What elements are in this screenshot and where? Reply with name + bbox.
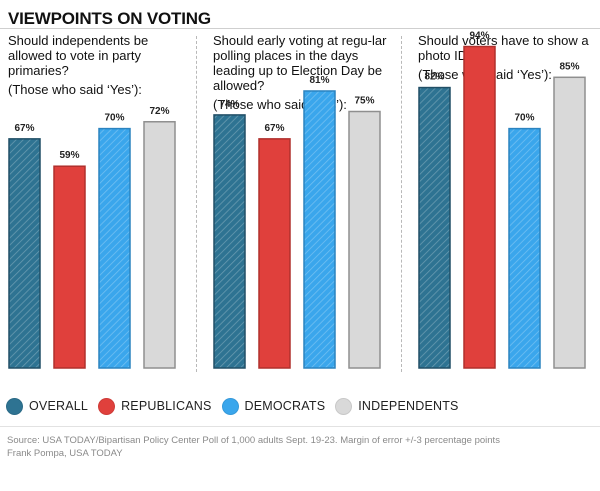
- bar-value-label: 85%: [559, 61, 579, 72]
- bar-overall: [8, 138, 41, 369]
- source-text: Source: USA TODAY/Bipartisan Policy Cent…: [7, 435, 500, 446]
- legend-item-overall: OVERALL: [6, 397, 89, 415]
- bar-democrats: [303, 90, 336, 369]
- bar-chart: 82% 94% 70% 85%: [418, 31, 586, 369]
- bar-value-label: 82%: [424, 72, 444, 83]
- bar-value-label: 67%: [14, 123, 34, 134]
- panel-divider: [401, 36, 402, 372]
- panel-independents-primaries: Should independents be allowed to vote i…: [0, 28, 196, 376]
- title-divider: [0, 28, 600, 29]
- legend-item-independents: INDEPENDENTS: [335, 397, 459, 415]
- legend-label: OVERALL: [29, 399, 89, 413]
- question-text: Should early voting at regu-lar polling …: [213, 33, 387, 93]
- footer-divider: [0, 426, 600, 427]
- legend-swatch: [98, 397, 116, 415]
- legend-label: DEMOCRATS: [244, 399, 326, 413]
- legend-item-republicans: REPUBLICANS: [98, 397, 212, 415]
- panel-question: Should early voting at regu-lar polling …: [213, 33, 398, 112]
- bar-value-label: 72%: [149, 106, 169, 117]
- legend-swatch: [221, 397, 239, 415]
- bar-value-label: 70%: [104, 113, 124, 124]
- bar-value-label: 59%: [59, 150, 79, 161]
- question-text: Should voters have to show a photo ID?: [418, 33, 589, 63]
- bar-chart: 67% 59% 70% 72%: [8, 106, 176, 369]
- bar-chart: 74% 67% 81% 75%: [213, 75, 381, 369]
- chart-title: VIEWPOINTS ON VOTING: [8, 9, 211, 28]
- bar-republicans: [463, 45, 496, 369]
- bar-democrats: [98, 127, 131, 369]
- bar-value-label: 70%: [514, 113, 534, 124]
- legend-label: INDEPENDENTS: [358, 399, 459, 413]
- question-text: Should independents be allowed to vote i…: [8, 33, 149, 78]
- bar-overall: [418, 86, 451, 369]
- legend-item-democrats: DEMOCRATS: [221, 397, 326, 415]
- panel-divider: [196, 36, 197, 372]
- bar-value-label: 81%: [309, 75, 329, 86]
- bar-overall: [213, 114, 246, 369]
- credit-text: Frank Pompa, USA TODAY: [7, 448, 123, 459]
- question-note: (Those who said ‘Yes’):: [8, 82, 142, 97]
- bar-independents: [348, 110, 381, 369]
- panel-question: Should independents be allowed to vote i…: [8, 33, 193, 97]
- legend-swatch: [6, 397, 23, 415]
- bar-republicans: [53, 165, 86, 369]
- bar-value-label: 94%: [469, 31, 489, 42]
- bar-independents: [553, 76, 586, 369]
- legend-swatch: [335, 397, 353, 415]
- panel-photo-id: Should voters have to show a photo ID? (…: [410, 28, 600, 376]
- panel-early-voting: Should early voting at regu-lar polling …: [205, 28, 401, 376]
- bar-value-label: 74%: [219, 99, 239, 110]
- legend-label: REPUBLICANS: [121, 399, 212, 413]
- bar-value-label: 67%: [264, 123, 284, 134]
- legend: OVERALL REPUBLICANS DEMOCRATS INDEPENDEN…: [6, 396, 469, 416]
- bar-independents: [143, 121, 176, 369]
- bar-value-label: 75%: [354, 96, 374, 107]
- bar-republicans: [258, 138, 291, 369]
- bar-democrats: [508, 127, 541, 369]
- source-note: Source: USA TODAY/Bipartisan Policy Cent…: [7, 434, 500, 460]
